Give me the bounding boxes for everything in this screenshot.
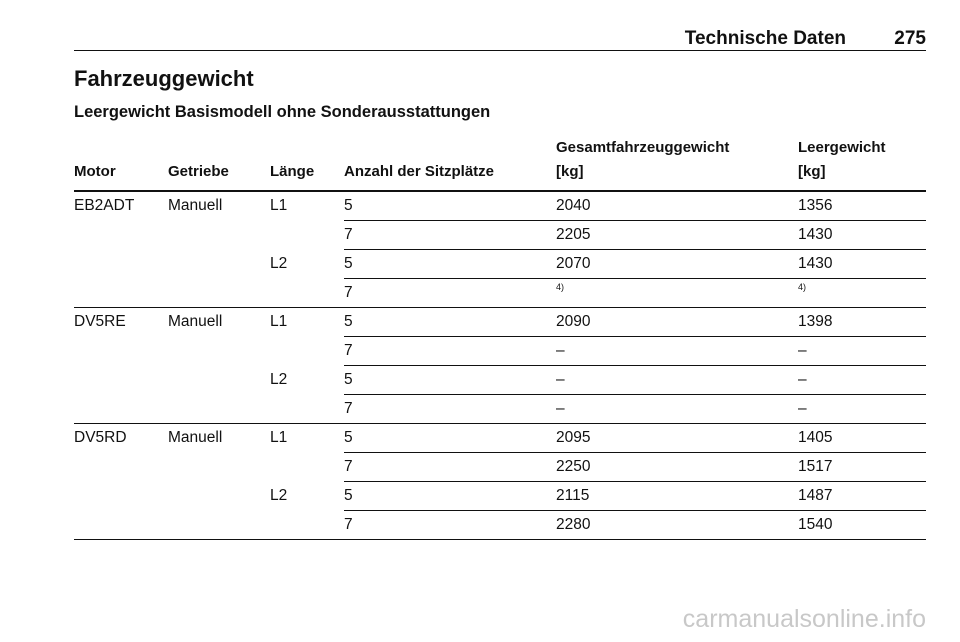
cell-laenge bbox=[270, 394, 344, 424]
cell-leergewicht: 4) bbox=[798, 278, 926, 308]
cell-gesamtgewicht: – bbox=[556, 336, 798, 366]
cell-getriebe: Manuell bbox=[168, 429, 223, 447]
col-header-getriebe: Getriebe bbox=[168, 136, 270, 192]
header-title: Technische Daten bbox=[684, 28, 846, 49]
watermark: carmanualsonline.info bbox=[682, 605, 926, 633]
cell-leergewicht: 1540 bbox=[798, 510, 926, 540]
cell-gesamtgewicht: 4) bbox=[556, 278, 798, 308]
cell-motor bbox=[74, 250, 168, 279]
cell-laenge bbox=[270, 453, 344, 482]
table-row: 7 2250 1517 bbox=[74, 452, 926, 482]
col-header-laenge: Länge bbox=[270, 136, 344, 192]
cell-getriebe bbox=[168, 278, 270, 308]
table-row: DV5RE Manuell L1 5 2090 1398 bbox=[74, 307, 926, 337]
col-header-motor: Motor bbox=[74, 136, 168, 192]
cell-getriebe bbox=[168, 221, 270, 250]
cell-getriebe: Manuell bbox=[168, 313, 223, 331]
cell-sitzplaetze: 7 bbox=[344, 510, 556, 540]
cell-getriebe bbox=[168, 482, 270, 511]
cell-sitzplaetze: 7 bbox=[344, 452, 556, 482]
cell-leergewicht: 1398 bbox=[798, 307, 926, 337]
cell-leergewicht: 1517 bbox=[798, 452, 926, 482]
table-row: 7– – bbox=[74, 336, 926, 366]
table-body: EB2ADT Manuell L1 5 2040 1356 7 2205 1430 L2 5 2070… bbox=[74, 191, 926, 540]
cell-sitzplaetze: 5 bbox=[344, 249, 556, 279]
table-row: 7 2205 1430 bbox=[74, 220, 926, 250]
cell-motor bbox=[74, 337, 168, 366]
cell-gesamtgewicht: 2070 bbox=[556, 249, 798, 279]
cell-leergewicht: 1430 bbox=[798, 220, 926, 250]
cell-sitzplaetze: 5 bbox=[344, 307, 556, 337]
cell-leergewicht: – bbox=[798, 336, 926, 366]
cell-gesamtgewicht: – bbox=[556, 394, 798, 424]
table-row: L2 5 2070 1430 bbox=[74, 249, 926, 279]
cell-sitzplaetze: 7 bbox=[344, 394, 556, 424]
cell-laenge: L2 bbox=[270, 255, 288, 272]
cell-leergewicht: 1405 bbox=[798, 423, 926, 453]
cell-motor bbox=[74, 394, 168, 424]
cell-laenge: L2 bbox=[270, 371, 288, 388]
col-header-gesamtgewicht: Gesamtfahrzeuggewicht [kg] bbox=[556, 136, 798, 192]
cell-getriebe bbox=[168, 250, 270, 279]
cell-laenge: L1 bbox=[270, 429, 288, 447]
cell-motor: DV5RE bbox=[74, 313, 126, 331]
table-row: 7 4) 4) bbox=[74, 278, 926, 308]
cell-laenge: L2 bbox=[270, 487, 288, 504]
cell-motor bbox=[74, 366, 168, 395]
cell-leergewicht: – bbox=[798, 394, 926, 424]
cell-motor: DV5RD bbox=[74, 429, 127, 447]
table-row: L2 5 2115 1487 bbox=[74, 481, 926, 511]
cell-laenge: L1 bbox=[270, 313, 288, 331]
cell-motor bbox=[74, 278, 168, 308]
cell-laenge bbox=[270, 221, 344, 250]
table-row: L2 5– – bbox=[74, 365, 926, 395]
cell-laenge bbox=[270, 337, 344, 366]
table-row: EB2ADT Manuell L1 5 2040 1356 bbox=[74, 191, 926, 221]
cell-sitzplaetze: 7 bbox=[344, 336, 556, 366]
col-header-leergewicht: Leergewicht [kg] bbox=[798, 136, 926, 192]
cell-leergewicht: 1430 bbox=[798, 249, 926, 279]
cell-gesamtgewicht: 2115 bbox=[556, 481, 798, 511]
table-row: DV5RD Manuell L1 5 2095 1405 bbox=[74, 423, 926, 453]
section-heading: Fahrzeuggewicht bbox=[74, 66, 254, 91]
cell-getriebe: Manuell bbox=[168, 197, 223, 215]
table-row: 7 2280 1540 bbox=[74, 510, 926, 540]
cell-motor bbox=[74, 510, 168, 540]
cell-sitzplaetze: 5 bbox=[344, 365, 556, 395]
cell-motor bbox=[74, 221, 168, 250]
page-number: 275 bbox=[894, 28, 926, 49]
cell-motor: EB2ADT bbox=[74, 197, 135, 215]
cell-laenge bbox=[270, 278, 344, 308]
cell-leergewicht: 1356 bbox=[798, 191, 926, 221]
cell-getriebe bbox=[168, 394, 270, 424]
cell-leergewicht: 1487 bbox=[798, 481, 926, 511]
table-header-row: Motor Getriebe Länge Anzahl der Sitzplät… bbox=[74, 136, 926, 192]
cell-getriebe bbox=[168, 337, 270, 366]
cell-laenge bbox=[270, 510, 344, 540]
section-subheading: Leergewicht Basismodell ohne Sonderausst… bbox=[74, 103, 491, 121]
cell-gesamtgewicht: 2095 bbox=[556, 423, 798, 453]
cell-motor bbox=[74, 482, 168, 511]
cell-gesamtgewicht: 2040 bbox=[556, 191, 798, 221]
cell-gesamtgewicht: 2280 bbox=[556, 510, 798, 540]
cell-sitzplaetze: 7 bbox=[344, 220, 556, 250]
cell-sitzplaetze: 5 bbox=[344, 423, 556, 453]
cell-gesamtgewicht: 2250 bbox=[556, 452, 798, 482]
cell-sitzplaetze: 5 bbox=[344, 481, 556, 511]
cell-getriebe bbox=[168, 453, 270, 482]
cell-leergewicht: – bbox=[798, 365, 926, 395]
cell-gesamtgewicht: – bbox=[556, 365, 798, 395]
table-row: 7– – bbox=[74, 394, 926, 424]
cell-getriebe bbox=[168, 510, 270, 540]
weight-table: Motor Getriebe Länge Anzahl der Sitzplät… bbox=[74, 136, 926, 540]
cell-motor bbox=[74, 453, 168, 482]
cell-getriebe bbox=[168, 366, 270, 395]
cell-sitzplaetze: 7 bbox=[344, 278, 556, 308]
cell-gesamtgewicht: 2205 bbox=[556, 220, 798, 250]
col-header-sitzplaetze: Anzahl der Sitzplätze bbox=[344, 136, 556, 192]
cell-gesamtgewicht: 2090 bbox=[556, 307, 798, 337]
cell-sitzplaetze: 5 bbox=[344, 191, 556, 221]
cell-laenge: L1 bbox=[270, 197, 288, 215]
page-header: Technische Daten 275 bbox=[74, 24, 926, 51]
